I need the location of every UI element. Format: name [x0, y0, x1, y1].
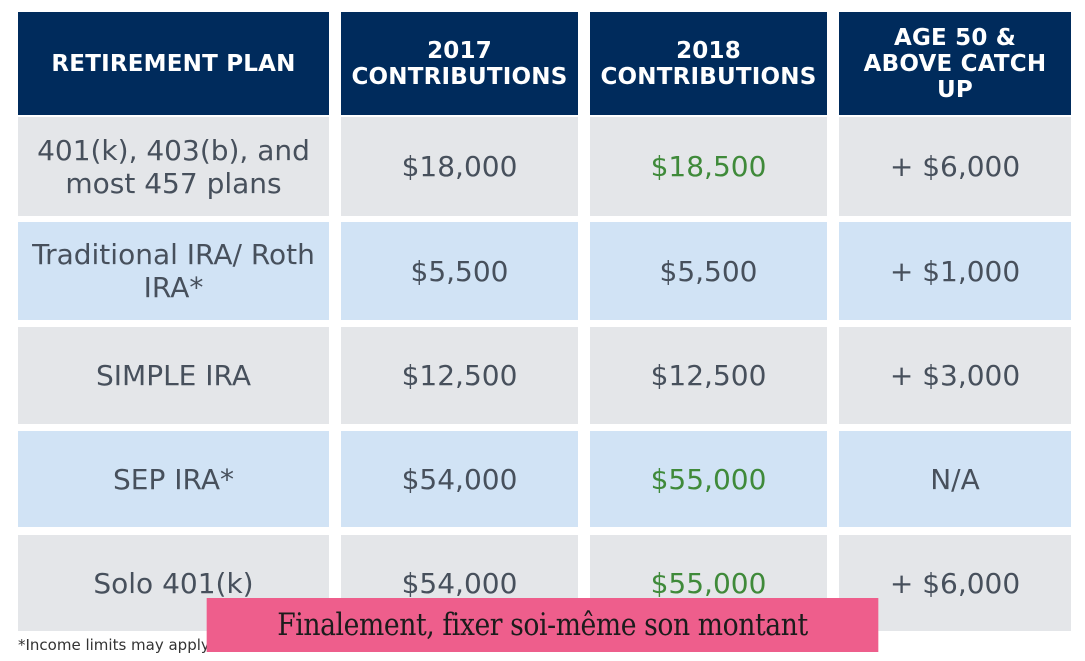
plan-name-cell: Traditional IRA/ Roth IRA* [18, 222, 329, 320]
plan-name-cell: SEP IRA* [18, 431, 329, 527]
plan-name-cell: SIMPLE IRA [18, 327, 329, 424]
contribution-2018-cell: $18,500 [590, 117, 827, 216]
contribution-2018-cell: $5,500 [590, 222, 827, 320]
header-catch-up: AGE 50 & ABOVE CATCH UP [839, 12, 1071, 115]
catch-up-cell: N/A [839, 431, 1071, 527]
contribution-2018-cell: $55,000 [590, 431, 827, 527]
contribution-2017-cell: $5,500 [341, 222, 578, 320]
footnote: *Income limits may apply [18, 636, 210, 654]
catch-up-cell: + $6,000 [839, 117, 1071, 216]
contribution-2017-cell: $12,500 [341, 327, 578, 424]
contribution-2017-cell: $54,000 [341, 431, 578, 527]
catch-up-cell: + $3,000 [839, 327, 1071, 424]
caption-banner: Finalement, fixer soi-même son montant [206, 598, 879, 652]
header-retirement-plan: RETIREMENT PLAN [18, 12, 329, 115]
header-2017-contributions: 2017 CONTRIBUTIONS [341, 12, 578, 115]
header-2018-contributions: 2018 CONTRIBUTIONS [590, 12, 827, 115]
contribution-2018-cell: $12,500 [590, 327, 827, 424]
caption-banner-text: Finalement, fixer soi-même son montant [277, 607, 808, 643]
contribution-2017-cell: $18,000 [341, 117, 578, 216]
plan-name-cell: 401(k), 403(b), and most 457 plans [18, 117, 329, 216]
catch-up-cell: + $1,000 [839, 222, 1071, 320]
